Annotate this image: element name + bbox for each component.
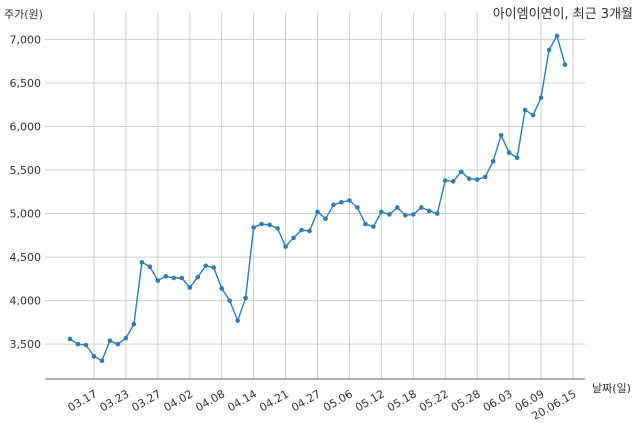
- data-point: [131, 321, 137, 327]
- data-point: [323, 216, 328, 222]
- data-point: [538, 95, 544, 101]
- data-point: [379, 209, 384, 215]
- x-tick-label: 05.18: [385, 387, 419, 414]
- x-tick-label: 04.02: [161, 387, 195, 414]
- data-point: [490, 159, 496, 164]
- data-point: [83, 342, 89, 348]
- y-tick-labels: 3,500 4,000 4,500 5,000 5,500 6,000 6,500 7,000: [10, 33, 42, 351]
- data-point: [251, 225, 256, 230]
- data-point: [75, 341, 81, 347]
- data-point: [546, 47, 552, 53]
- data-point: [442, 178, 448, 183]
- data-point: [562, 62, 568, 67]
- data-point: [139, 260, 145, 265]
- data-point: [267, 222, 272, 228]
- data-point: [355, 205, 360, 210]
- data-point: [339, 199, 344, 205]
- x-tick-label: 05.28: [449, 387, 483, 414]
- data-point: [147, 264, 153, 269]
- data-point: [235, 318, 240, 323]
- y-tick-label: 3,500: [10, 338, 42, 351]
- data-point: [179, 275, 185, 281]
- data-point: [403, 213, 408, 218]
- data-point: [506, 150, 512, 155]
- x-tick-labels: 03.1703.2303.2704.0204.0804.1404.2104.27…: [66, 387, 579, 423]
- data-point: [530, 112, 536, 118]
- data-point: [171, 275, 177, 281]
- data-point: [195, 274, 201, 280]
- data-point: [514, 155, 520, 161]
- grid: [45, 12, 585, 379]
- x-axis-title: 날짜(일): [592, 381, 631, 395]
- data-point: [107, 338, 113, 343]
- data-point: [458, 169, 464, 175]
- data-point: [155, 278, 161, 283]
- data-point: [123, 335, 129, 341]
- y-tick-label: 4,500: [10, 251, 42, 264]
- data-point: [474, 177, 480, 182]
- y-tick-label: 4,000: [10, 295, 42, 308]
- x-tick-label: 05.22: [417, 387, 451, 414]
- data-point: [315, 209, 320, 215]
- data-point: [434, 211, 440, 216]
- data-point: [347, 198, 352, 203]
- data-point: [418, 205, 424, 210]
- x-tick-label: 03.27: [130, 387, 164, 414]
- x-tick-label: 05.06: [321, 387, 355, 414]
- x-tick-label: 04.21: [257, 387, 291, 414]
- data-point: [466, 176, 472, 182]
- y-tick-label: 6,500: [10, 77, 42, 90]
- data-point: [259, 221, 264, 227]
- y-axis-title: 주가(원): [4, 8, 43, 21]
- x-tick-label: 04.08: [193, 387, 227, 414]
- data-point: [291, 235, 296, 241]
- y-tick-label: 5,500: [10, 164, 42, 177]
- data-point: [219, 286, 224, 291]
- y-tick-label: 5,000: [10, 208, 42, 221]
- data-point: [498, 132, 504, 138]
- data-point: [307, 228, 312, 234]
- data-point: [99, 358, 105, 364]
- y-tick-label: 7,000: [10, 33, 42, 46]
- data-point: [283, 244, 288, 249]
- x-tick-label: 05.12: [353, 387, 387, 414]
- data-point: [331, 202, 336, 208]
- data-point: [187, 285, 193, 290]
- data-point: [243, 295, 248, 301]
- data-point: [554, 33, 560, 39]
- data-point: [395, 205, 400, 210]
- data-point: [371, 224, 376, 229]
- data-point: [363, 221, 368, 227]
- data-point: [482, 174, 488, 180]
- x-tick-label: 04.14: [225, 387, 259, 414]
- x-tick-label: 06.03: [481, 387, 515, 414]
- data-point: [299, 227, 304, 233]
- price-series: [67, 33, 568, 364]
- data-point: [450, 179, 456, 184]
- data-point: [211, 265, 217, 270]
- x-tick-label: 03.17: [66, 387, 100, 414]
- data-point: [91, 354, 97, 359]
- x-tick-label: 03.23: [98, 387, 132, 414]
- data-point: [411, 212, 416, 217]
- data-point: [115, 341, 121, 347]
- x-tick-label: 04.27: [289, 387, 323, 414]
- data-point: [426, 208, 432, 214]
- data-point: [163, 273, 169, 279]
- data-point: [522, 107, 528, 113]
- data-point: [275, 226, 280, 231]
- data-point: [227, 298, 232, 303]
- data-point: [387, 212, 392, 217]
- data-point: [203, 263, 209, 269]
- data-point: [67, 336, 73, 342]
- chart-title: 아이엠이연이, 최근 3개월: [493, 7, 633, 22]
- y-tick-label: 6,000: [10, 120, 42, 133]
